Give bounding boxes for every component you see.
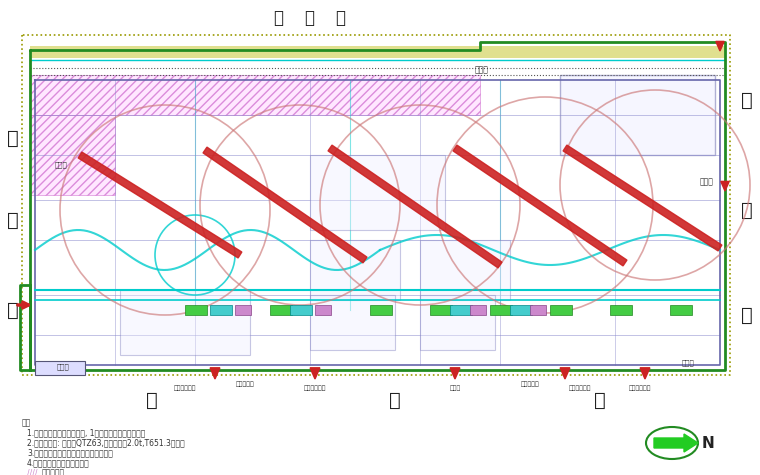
Bar <box>310 155 445 230</box>
Bar <box>370 305 392 315</box>
Text: 昌: 昌 <box>7 210 19 229</box>
Text: N: N <box>702 436 714 450</box>
Bar <box>270 305 292 315</box>
Text: 变压器: 变压器 <box>449 385 461 390</box>
Text: 1.临时施工用电线路按规范, 1路供电回路，三项供电。: 1.临时施工用电线路按规范, 1路供电回路，三项供电。 <box>27 428 145 437</box>
Text: 京: 京 <box>389 390 401 409</box>
Text: 同: 同 <box>7 129 19 148</box>
Text: 放闸大门位置: 放闸大门位置 <box>629 385 651 390</box>
Bar <box>420 295 495 350</box>
Bar <box>550 305 572 315</box>
Bar <box>510 305 532 315</box>
Bar <box>30 115 115 195</box>
Text: 临水接驳点: 临水接驳点 <box>236 381 255 387</box>
Text: 海: 海 <box>741 91 753 110</box>
Bar <box>670 305 692 315</box>
Bar <box>490 305 512 315</box>
Bar <box>560 75 715 155</box>
Polygon shape <box>720 181 729 191</box>
Bar <box>185 305 207 315</box>
Bar <box>310 240 400 300</box>
FancyArrow shape <box>78 152 242 258</box>
FancyArrow shape <box>563 145 722 251</box>
Bar <box>530 305 546 315</box>
Bar <box>450 305 472 315</box>
Bar <box>610 305 632 315</box>
Bar <box>235 305 251 315</box>
Bar <box>420 240 510 300</box>
Text: 临水接驳点: 临水接驳点 <box>521 381 540 387</box>
Bar <box>315 305 331 315</box>
Text: 变压器: 变压器 <box>700 178 714 187</box>
Text: 路: 路 <box>7 301 19 320</box>
Bar <box>210 305 232 315</box>
Bar <box>310 295 395 350</box>
Text: 现场临建。: 现场临建。 <box>42 468 65 475</box>
Polygon shape <box>560 368 570 379</box>
Text: 注：: 注： <box>22 418 31 427</box>
Text: 路: 路 <box>741 305 753 324</box>
Bar <box>30 75 480 115</box>
Text: 2.本工程塔机: 标准节QTZ63,额定起重量2.0t,T651.3规格。: 2.本工程塔机: 标准节QTZ63,额定起重量2.0t,T651.3规格。 <box>27 438 185 447</box>
Text: 变压所: 变压所 <box>55 162 68 168</box>
Text: 紧急大门位置: 紧急大门位置 <box>568 385 591 390</box>
Polygon shape <box>450 368 460 379</box>
Text: 上    海    路: 上 海 路 <box>274 9 346 27</box>
Polygon shape <box>210 368 220 379</box>
Polygon shape <box>640 368 650 379</box>
Bar <box>30 46 725 58</box>
Text: ////: //// <box>27 468 43 475</box>
Text: 河: 河 <box>741 200 753 219</box>
FancyArrow shape <box>654 434 698 452</box>
Bar <box>290 305 312 315</box>
Text: 路: 路 <box>594 390 606 409</box>
Bar <box>470 305 486 315</box>
FancyArrow shape <box>453 145 627 266</box>
Text: 3.塔机一次转场，随工程进行分段安拆。: 3.塔机一次转场，随工程进行分段安拆。 <box>27 448 113 457</box>
Text: 紧急大门位置: 紧急大门位置 <box>304 385 326 390</box>
Text: 4.钉筋按规格分别加紧堆放。: 4.钉筋按规格分别加紧堆放。 <box>27 458 90 467</box>
FancyArrow shape <box>328 145 502 268</box>
Bar <box>35 361 85 375</box>
FancyArrow shape <box>203 147 367 263</box>
Polygon shape <box>716 41 724 51</box>
Bar <box>120 290 250 355</box>
Text: 变压器: 变压器 <box>475 66 489 75</box>
Text: 变压器: 变压器 <box>57 363 70 370</box>
Polygon shape <box>310 368 320 379</box>
Text: 变压器: 变压器 <box>682 360 695 366</box>
Text: 放鞋大门位置: 放鞋大门位置 <box>174 385 196 390</box>
Bar <box>430 305 452 315</box>
Text: 北: 北 <box>146 390 158 409</box>
